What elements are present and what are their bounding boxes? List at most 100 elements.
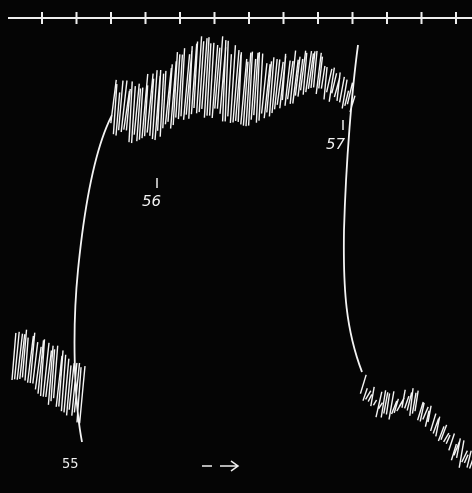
trace-stroke (21, 329, 28, 378)
trace-stroke (325, 68, 333, 93)
trace-stroke (182, 54, 191, 120)
trace-stroke (383, 392, 389, 414)
trace-stroke (385, 393, 391, 415)
trace-stroke (401, 389, 406, 408)
trace-stroke (128, 81, 133, 143)
trace-stroke (19, 334, 26, 380)
trace-stroke (370, 386, 375, 407)
trace-stroke (375, 391, 383, 418)
trace-stroke (63, 358, 70, 413)
trace-stroke (416, 401, 424, 421)
trace-stroke (190, 43, 198, 115)
trace-stroke (180, 48, 186, 117)
trace-stroke (390, 400, 398, 415)
trace (11, 36, 472, 469)
trace-stroke (302, 52, 308, 95)
trace-stroke (245, 52, 252, 127)
trace-stroke (432, 418, 440, 434)
trace-stroke (403, 395, 410, 409)
trace-stroke (123, 90, 131, 130)
trace-stroke (336, 72, 341, 101)
trace-stroke (141, 73, 149, 139)
trace-stroke (378, 402, 384, 410)
marker-label: 55 (62, 457, 79, 472)
trace-stroke (312, 50, 318, 88)
trace-stroke (143, 85, 149, 137)
trace-stroke (294, 56, 301, 96)
trace-stroke (289, 50, 297, 104)
trace-stroke (315, 52, 322, 95)
trace-stroke (411, 392, 417, 414)
trace-stroke (435, 416, 441, 437)
trace-stroke (47, 345, 54, 405)
trace-stroke (78, 365, 86, 424)
time-ticks (41, 12, 457, 24)
trace-stroke (76, 367, 82, 423)
trace-stroke (286, 60, 294, 100)
trace-stroke (138, 87, 144, 140)
trace-stroke (130, 86, 136, 144)
trace-stroke (328, 67, 336, 102)
trace-stroke (273, 59, 281, 110)
trace-stroke (318, 56, 324, 89)
trace-stroke (346, 82, 354, 105)
marker-label: 56 (142, 192, 161, 210)
trace-stroke (429, 413, 437, 432)
trace-stroke (331, 73, 338, 94)
trace-stroke (177, 54, 184, 120)
trace-stroke (443, 432, 450, 443)
trace-stroke (73, 362, 81, 413)
trace-stroke (115, 92, 121, 136)
trace-stroke (461, 450, 468, 463)
trace-stroke (271, 59, 278, 114)
trace-stroke (380, 390, 387, 418)
trace-stroke (58, 350, 64, 407)
trace-stroke (71, 362, 78, 416)
trace-stroke (164, 67, 173, 125)
trace-stroke (112, 84, 118, 135)
trace-stroke (250, 58, 257, 120)
trace-stroke (117, 80, 124, 131)
trace-stroke (453, 441, 461, 456)
trace-stroke (276, 61, 284, 105)
trace-stroke (52, 345, 59, 399)
trace-stroke (305, 50, 313, 93)
trace-stroke (258, 53, 264, 121)
trace-stroke (60, 354, 67, 412)
trace-stroke (367, 394, 373, 402)
trace-stroke (45, 350, 53, 398)
trace-stroke (237, 52, 243, 122)
trace-stroke (323, 66, 328, 100)
trace-stroke (406, 392, 413, 411)
trace-stroke (292, 59, 299, 104)
trace-stroke (206, 43, 212, 116)
trace-stroke (167, 64, 173, 122)
trace-stroke (232, 50, 240, 123)
trace-stroke (156, 69, 162, 131)
trace-stroke (39, 339, 46, 397)
trace-stroke (414, 390, 419, 412)
direction-arrow (202, 460, 240, 472)
trace-stroke (448, 433, 456, 451)
trace-stroke (297, 58, 304, 97)
trace-stroke (216, 36, 224, 109)
trace-stroke (11, 332, 17, 381)
trace-stroke (284, 60, 291, 106)
trace-stroke (24, 337, 29, 381)
trace-stroke (338, 76, 346, 103)
marker-label: 57 (326, 135, 346, 153)
trace-stroke (427, 405, 432, 423)
trace-stroke (240, 58, 248, 125)
trace-stroke (198, 41, 205, 113)
trace-stroke (299, 50, 307, 91)
trace-stroke (203, 37, 210, 118)
trace-stroke (162, 70, 167, 129)
trace-stroke (136, 88, 142, 142)
trace-stroke (34, 346, 42, 390)
trace-stroke (68, 363, 75, 410)
trace-stroke (55, 355, 63, 407)
trace-stroke (16, 333, 24, 380)
trace-stroke (440, 424, 448, 440)
trace-stroke (450, 443, 458, 461)
